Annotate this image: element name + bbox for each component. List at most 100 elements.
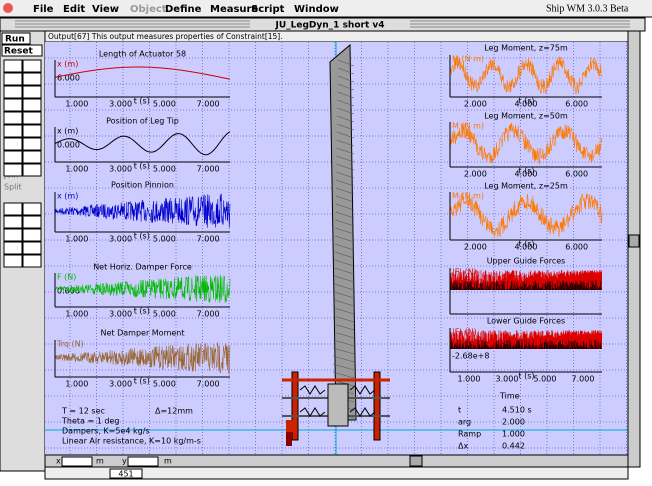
meter: Lower Guide Forces|F| (N)RL (N)-2.68e+81… <box>449 317 602 384</box>
note: Dampers, K=5e4 kg/s <box>62 427 150 436</box>
meter-x-label: t (s) <box>518 97 534 106</box>
window-title: JU_LegDyn_1 short v4 <box>274 21 384 31</box>
time-key: arg <box>458 418 471 427</box>
tool-button[interactable] <box>3 241 23 255</box>
tool-button[interactable] <box>3 228 23 242</box>
meter-x-tick: 2.000 <box>464 243 487 252</box>
tool-button[interactable] <box>3 85 23 99</box>
tool-button[interactable] <box>22 228 42 242</box>
tool-button[interactable] <box>22 202 42 216</box>
meter-x-tick: 4.000 <box>515 243 538 252</box>
meter-y-label: M (N m) <box>452 192 484 201</box>
leg-hatch <box>338 59 355 67</box>
meter-x-tick: 3.000 <box>109 380 132 389</box>
tool-button[interactable] <box>3 59 23 73</box>
meter-x-label: t (s) <box>518 240 534 249</box>
tool-button[interactable] <box>22 59 42 73</box>
leg-hatch <box>335 235 355 243</box>
leg-hatch <box>334 251 355 259</box>
meter-x-tick: 7.000 <box>197 235 220 244</box>
leg-hatch <box>336 171 355 179</box>
meter-x-tick: 7.000 <box>197 310 220 319</box>
tool-button[interactable] <box>3 124 23 138</box>
leg-hatch <box>336 155 355 163</box>
meter-trace <box>54 274 231 303</box>
tool-button[interactable] <box>22 85 42 99</box>
meter-y-label: M (N m) <box>452 55 484 64</box>
meter-x-tick: 5.000 <box>153 310 176 319</box>
meter-x-tick: 5.000 <box>153 380 176 389</box>
reset-button[interactable] <box>1 44 43 57</box>
time-value: 2.000 <box>502 418 525 427</box>
tool-button[interactable] <box>3 137 23 151</box>
meter-title: Leg Moment, z=50m <box>484 112 568 121</box>
output-text: Output[67] This output measures properti… <box>48 32 283 41</box>
leg-hatch <box>333 307 355 315</box>
meter-x-tick: 7.000 <box>572 375 595 384</box>
meter-trace <box>449 191 603 238</box>
vertical-scrollbar[interactable] <box>627 30 641 468</box>
tool-button[interactable] <box>3 202 23 216</box>
tool-button[interactable] <box>3 150 23 164</box>
menu-item[interactable]: Script <box>251 4 285 15</box>
run-label[interactable]: Run <box>5 35 25 45</box>
tool-button[interactable] <box>22 163 42 177</box>
meter-x-tick: 3.000 <box>109 310 132 319</box>
tool-button[interactable] <box>3 163 23 177</box>
split-label[interactable]: Split <box>4 183 22 192</box>
leg-hatch <box>334 243 355 251</box>
tool-button[interactable] <box>22 124 42 138</box>
meter: Net Damper Moment Trq (N) 1.000 3.000 5.000 7… <box>54 329 231 389</box>
menu-item[interactable]: Object <box>130 4 167 15</box>
meter-y-label: F (N) <box>57 273 76 282</box>
leg-hatch <box>337 67 355 75</box>
run-button[interactable] <box>1 32 31 45</box>
tool-button[interactable] <box>22 98 42 112</box>
tool-button[interactable] <box>22 254 42 268</box>
tool-button[interactable] <box>3 254 23 268</box>
coordinate-bar <box>44 466 629 480</box>
leg-hatch <box>335 211 355 219</box>
apple-icon <box>3 3 13 13</box>
reset-label[interactable]: Reset <box>4 47 33 57</box>
tool-button[interactable] <box>3 111 23 125</box>
leg-hatch <box>337 115 355 123</box>
meter-trace <box>449 122 603 165</box>
leg-hatch <box>333 339 355 347</box>
tool-button[interactable] <box>22 241 42 255</box>
meter-x-tick: 7.000 <box>197 380 220 389</box>
meter-title: Leg Moment, z=75m <box>484 44 568 53</box>
meter-trace <box>54 131 231 156</box>
menu-item[interactable]: Window <box>294 4 339 15</box>
tool-button[interactable] <box>3 215 23 229</box>
meter-y-tick: 0.000 <box>57 141 80 150</box>
meter-x-tick: 2.000 <box>464 170 487 179</box>
menu-item[interactable]: Edit <box>63 4 85 15</box>
meter-y-tick: -2.68e+8 <box>452 352 489 361</box>
leg-hatch <box>333 299 355 307</box>
tool-button[interactable] <box>22 111 42 125</box>
time-key: Ramp <box>458 430 481 439</box>
note: Δ=12mm <box>155 407 193 416</box>
tool-button[interactable] <box>3 98 23 112</box>
menu-item[interactable]: Define <box>165 4 202 15</box>
menu-item[interactable]: File <box>33 4 54 15</box>
meter-x-tick: 1.000 <box>65 100 88 109</box>
tool-button[interactable] <box>22 215 42 229</box>
tool-button[interactable] <box>3 72 23 86</box>
menu-item[interactable]: Measure <box>210 4 258 15</box>
menu-item[interactable]: View <box>92 4 119 15</box>
meter: Position Pinnion x (m) 1.000 3.000 5.000 7.00… <box>54 181 231 244</box>
meter-y-label: Trq (N) <box>56 340 84 349</box>
leg-hatch <box>335 219 355 227</box>
leg-hatch <box>335 203 355 211</box>
leg-hatch <box>333 323 355 331</box>
meter-title: Position Pinnion <box>111 181 174 190</box>
tool-button[interactable] <box>22 72 42 86</box>
meter-x-label: t (s) <box>518 167 534 176</box>
time-title: Time <box>499 392 520 401</box>
tool-button[interactable] <box>22 150 42 164</box>
meter-x-tick: 3.000 <box>496 375 519 384</box>
tool-button[interactable] <box>22 137 42 151</box>
leg-hatch <box>333 331 355 339</box>
